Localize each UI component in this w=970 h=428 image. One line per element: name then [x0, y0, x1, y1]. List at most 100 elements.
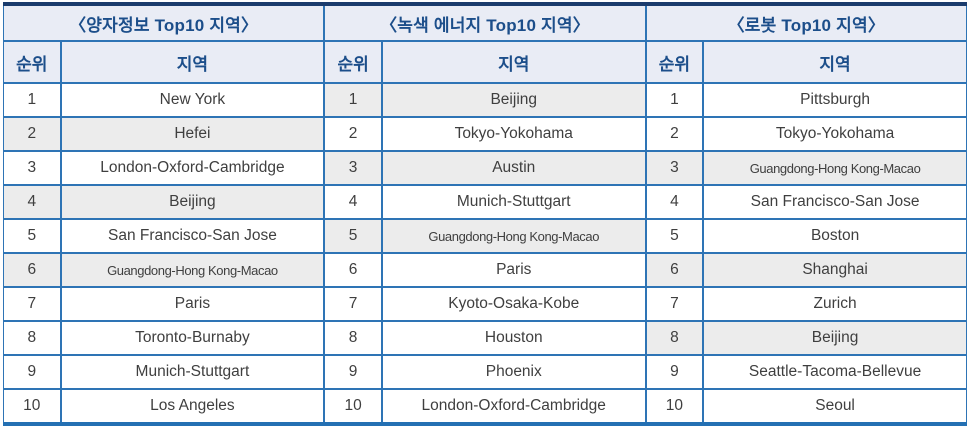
rank-cell: 9 [646, 355, 705, 390]
table-row: 4 Munich-Stuttgart [324, 185, 646, 220]
rank-cell: 6 [324, 253, 383, 288]
region-cell: Houston [381, 321, 646, 356]
rank-cell: 5 [324, 219, 383, 254]
rank-cell: 3 [3, 151, 62, 186]
table-quantum-info: 〈양자정보 Top10 지역〉 순위 지역 1 New York 2 Hefei 3 Lo… [3, 6, 325, 422]
table-row: 5 Boston [646, 219, 967, 254]
region-cell: Guangdong-Hong Kong-Macao [381, 219, 646, 254]
rank-cell: 6 [646, 253, 705, 288]
region-cell: Phoenix [381, 355, 646, 390]
table-row: 2 Tokyo-Yokohama [324, 117, 646, 152]
rank-cell: 8 [3, 321, 62, 356]
rank-cell: 5 [3, 219, 62, 254]
table-row: 5 Guangdong-Hong Kong-Macao [324, 219, 646, 254]
region-cell: Paris [381, 253, 646, 288]
table-row: 1 Pittsburgh [646, 83, 967, 118]
rank-cell: 7 [3, 287, 62, 322]
region-cell: Tokyo-Yokohama [381, 117, 646, 152]
region-cell: Zurich [703, 287, 967, 322]
region-cell: Austin [381, 151, 646, 186]
table-row: 3 Guangdong-Hong Kong-Macao [646, 151, 967, 186]
table-row: 5 San Francisco-San Jose [3, 219, 324, 254]
table-row: 8 Beijing [646, 321, 967, 356]
column-header-row: 순위 지역 [646, 41, 967, 84]
table-row: 10 Los Angeles [3, 389, 324, 422]
region-cell: Beijing [60, 185, 324, 220]
table-row: 8 Houston [324, 321, 646, 356]
table-row: 3 London-Oxford-Cambridge [3, 151, 324, 186]
table-row: 9 Phoenix [324, 355, 646, 390]
table-body: 1 Pittsburgh 2 Tokyo-Yokohama 3 Guangdong-Hon… [646, 83, 967, 422]
table-row: 2 Hefei [3, 117, 324, 152]
table-row: 10 London-Oxford-Cambridge [324, 389, 646, 422]
region-cell: Boston [703, 219, 967, 254]
rank-cell: 7 [324, 287, 383, 322]
table-row: 7 Kyoto-Osaka-Kobe [324, 287, 646, 322]
region-cell: Tokyo-Yokohama [703, 117, 967, 152]
rank-cell: 1 [3, 83, 62, 118]
rank-cell: 2 [324, 117, 383, 152]
rank-cell: 8 [646, 321, 705, 356]
region-cell: Beijing [703, 321, 967, 356]
rank-cell: 4 [324, 185, 383, 220]
region-cell: Hefei [60, 117, 324, 152]
rank-column-header: 순위 [646, 41, 705, 84]
table-body: 1 New York 2 Hefei 3 London-Oxford-Cambridge 4… [3, 83, 324, 422]
table-title: 〈로봇 Top10 지역〉 [646, 6, 967, 42]
rank-cell: 1 [324, 83, 383, 118]
table-row: 10 Seoul [646, 389, 967, 422]
region-cell: Seattle-Tacoma-Bellevue [703, 355, 967, 390]
table-row: 1 Beijing [324, 83, 646, 118]
table-row: 2 Tokyo-Yokohama [646, 117, 967, 152]
region-cell: Munich-Stuttgart [381, 185, 646, 220]
table-row: 6 Guangdong-Hong Kong-Macao [3, 253, 324, 288]
table-green-energy: 〈녹색 에너지 Top10 지역〉 순위 지역 1 Beijing 2 Tokyo-Y… [324, 6, 646, 422]
rank-cell: 5 [646, 219, 705, 254]
rank-cell: 3 [646, 151, 705, 186]
region-cell: Paris [60, 287, 324, 322]
rank-cell: 2 [3, 117, 62, 152]
table-row: 8 Toronto-Burnaby [3, 321, 324, 356]
table-title-row: 〈로봇 Top10 지역〉 [646, 6, 967, 42]
rank-cell: 4 [646, 185, 705, 220]
region-cell: Beijing [381, 83, 646, 118]
rank-cell: 4 [3, 185, 62, 220]
table-row: 4 San Francisco-San Jose [646, 185, 967, 220]
region-cell: London-Oxford-Cambridge [381, 389, 646, 422]
rank-column-header: 순위 [324, 41, 383, 84]
rank-cell: 2 [646, 117, 705, 152]
table-robot: 〈로봇 Top10 지역〉 순위 지역 1 Pittsburgh 2 Tokyo-Yo… [645, 6, 967, 422]
table-row: 6 Paris [324, 253, 646, 288]
region-column-header: 지역 [60, 41, 324, 84]
rank-cell: 6 [3, 253, 62, 288]
region-cell: Seoul [703, 389, 967, 422]
table-title-row: 〈양자정보 Top10 지역〉 [3, 6, 324, 42]
table-title: 〈녹색 에너지 Top10 지역〉 [324, 6, 646, 42]
table-title: 〈양자정보 Top10 지역〉 [3, 6, 324, 42]
table-title-row: 〈녹색 에너지 Top10 지역〉 [324, 6, 646, 42]
region-cell: San Francisco-San Jose [60, 219, 324, 254]
region-cell: Shanghai [703, 253, 967, 288]
rank-cell: 8 [324, 321, 383, 356]
rank-column-header: 순위 [3, 41, 62, 84]
rank-cell: 9 [324, 355, 383, 390]
table-row: 1 New York [3, 83, 324, 118]
column-header-row: 순위 지역 [324, 41, 646, 84]
table-row: 7 Zurich [646, 287, 967, 322]
rank-cell: 7 [646, 287, 705, 322]
region-column-header: 지역 [381, 41, 646, 84]
region-cell: Toronto-Burnaby [60, 321, 324, 356]
table-row: 6 Shanghai [646, 253, 967, 288]
region-cell: Pittsburgh [703, 83, 967, 118]
region-cell: Kyoto-Osaka-Kobe [381, 287, 646, 322]
table-row: 9 Seattle-Tacoma-Bellevue [646, 355, 967, 390]
rank-cell: 9 [3, 355, 62, 390]
rank-cell: 1 [646, 83, 705, 118]
region-cell: Guangdong-Hong Kong-Macao [60, 253, 324, 288]
region-cell: London-Oxford-Cambridge [60, 151, 324, 186]
region-column-header: 지역 [703, 41, 967, 84]
table-row: 7 Paris [3, 287, 324, 322]
rank-cell: 3 [324, 151, 383, 186]
column-header-row: 순위 지역 [3, 41, 324, 84]
